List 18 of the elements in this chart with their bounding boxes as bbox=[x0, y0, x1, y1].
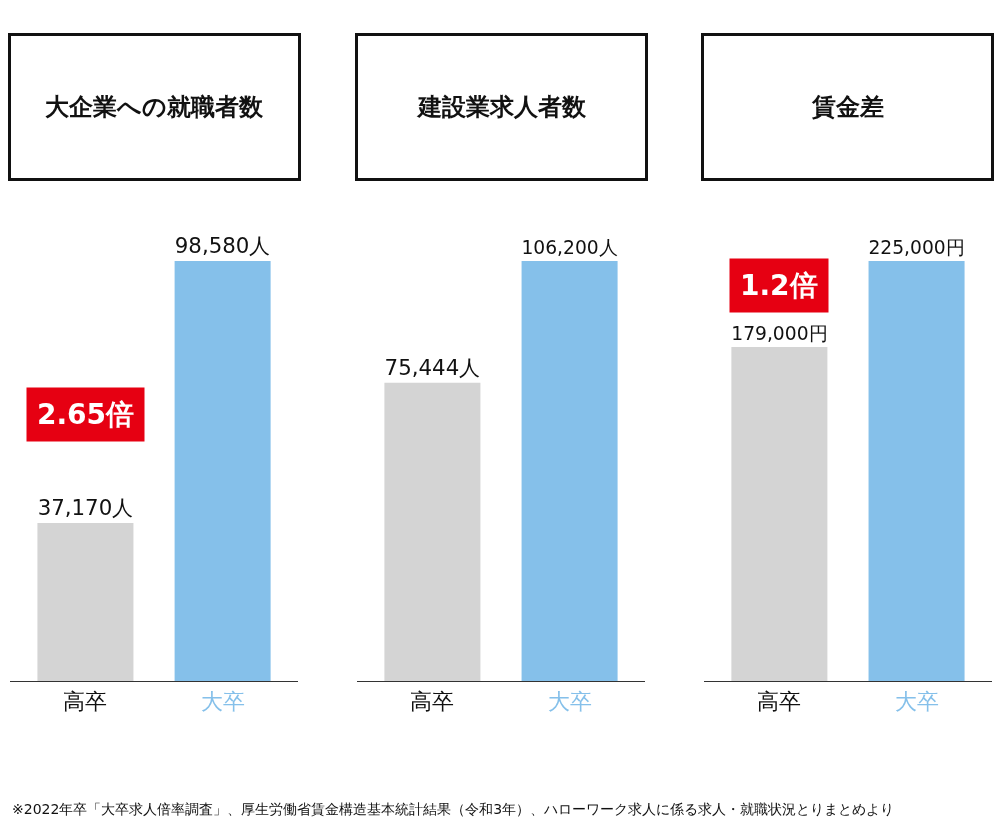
data-label: 106,200人 bbox=[521, 236, 618, 258]
data-label: 98,580人 bbox=[174, 233, 271, 259]
annotation: 2.65倍 bbox=[37, 398, 135, 431]
chart-title: 賃金差 bbox=[811, 93, 884, 121]
x-tick-label: 大卒 bbox=[200, 688, 245, 714]
x-tick-label: 高卒 bbox=[757, 688, 802, 714]
data-label: 75,444人 bbox=[384, 355, 481, 380]
data-label: 179,000円 bbox=[731, 322, 828, 344]
x-tick-label: 大卒 bbox=[894, 688, 939, 714]
text: ※2022年卒「大卒求人倍率調査」、厚生労働省賃金構造基本統計結果（令和3年）、ハローワーク求人に係る求人・就職状況とりまとめより bbox=[12, 801, 895, 817]
chart-title: 建設業求人者数 bbox=[416, 93, 587, 121]
chart-title: 大企業への就職者数 bbox=[45, 93, 264, 121]
x-tick-label: 高卒 bbox=[410, 688, 455, 714]
data-label: 225,000円 bbox=[868, 236, 965, 258]
x-tick-label: 高卒 bbox=[63, 688, 108, 714]
data-label: 37,170人 bbox=[37, 495, 134, 521]
x-tick-label: 大卒 bbox=[547, 688, 592, 714]
annotation: 1.2倍 bbox=[740, 269, 818, 302]
